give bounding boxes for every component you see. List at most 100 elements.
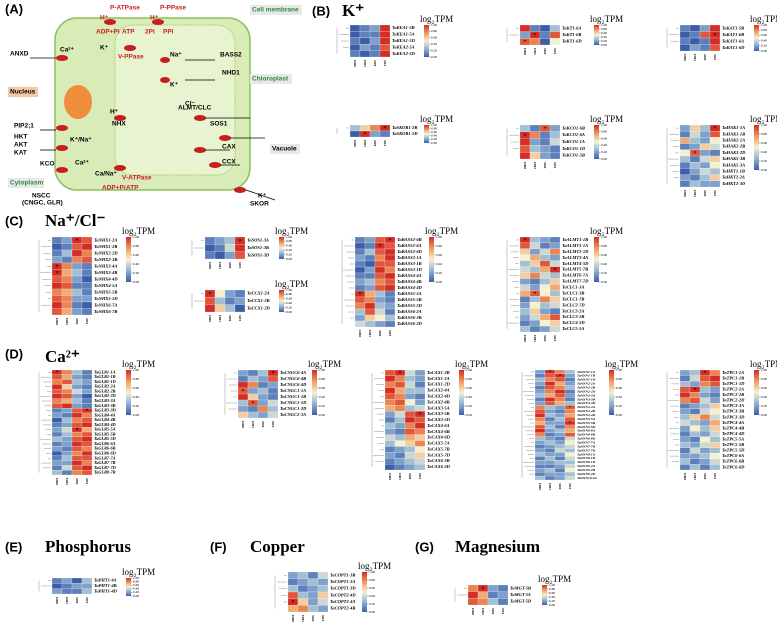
legend-tick-label: 0.00	[286, 310, 292, 314]
heatmap-cell	[554, 475, 566, 481]
heatmap-cell	[81, 288, 93, 296]
legend-title: log₂TPM	[358, 561, 391, 571]
legend-tick-label: 0.40	[466, 395, 472, 399]
column-label: 0DH	[523, 48, 527, 55]
heatmap-cell	[384, 308, 396, 316]
row-label: TaPHT1-4D	[94, 588, 118, 593]
column-label: 1DS	[553, 162, 557, 168]
column-label: 0DS	[703, 190, 707, 196]
heatmap-cell	[709, 436, 721, 443]
heatmap-cell	[51, 588, 63, 595]
heatmap-cell	[384, 422, 396, 429]
heatmap-cell	[317, 591, 329, 599]
significance-mark: *	[86, 408, 89, 414]
heatmap-cell	[51, 403, 63, 409]
heatmap-cell	[414, 405, 426, 412]
row-label: TaNHX6-7A	[94, 302, 117, 307]
heatmap-cell	[519, 272, 531, 279]
diagram-label: BASS2	[220, 52, 242, 59]
heatmap-cell	[359, 24, 371, 32]
column-label: 0DS	[491, 608, 495, 614]
row-label: TaBASS2-6D	[397, 249, 423, 254]
column-label: 0DH	[538, 483, 542, 490]
legend-tick-label: 0.40	[369, 594, 375, 598]
diagram-label: Chloroplast	[252, 76, 289, 83]
heatmap-cell	[374, 266, 386, 274]
heatmap-cell	[349, 50, 361, 58]
heatmap-cell	[81, 465, 93, 471]
heatmap-cell	[81, 282, 93, 290]
heatmap-cell	[374, 254, 386, 262]
legend-tick-label: 0.40	[616, 395, 622, 399]
row-label: TaALMT1-1B	[562, 237, 588, 242]
column-label: 1DH	[251, 421, 255, 428]
heatmap-cell	[549, 236, 561, 244]
heatmap-cell	[699, 447, 711, 454]
heatmap-cell	[51, 408, 63, 414]
heatmap-cell	[71, 583, 83, 589]
row-label: TaSOS1-3B	[247, 245, 269, 250]
heatmap-cell	[549, 254, 561, 261]
legend-tick-label: 0.80	[466, 377, 472, 381]
row-label: TaCOPT1-3A	[330, 579, 355, 584]
heatmap-cell	[71, 249, 83, 257]
heatmap-cell	[287, 585, 299, 593]
row-label: TaTPC6-6D	[722, 464, 745, 469]
row-label: TaBASS3-1A	[397, 255, 422, 260]
row-label: TaHAK1-1A	[722, 125, 745, 130]
column-label: 1DS	[85, 597, 89, 603]
heatmap-cell	[267, 387, 279, 395]
heatmap-cell	[257, 405, 269, 413]
heatmap-cell	[404, 434, 416, 441]
column-label: 0DH	[353, 140, 357, 147]
heatmap-cell	[564, 456, 576, 461]
heatmap-cell	[81, 470, 93, 476]
heatmap-cell	[699, 397, 711, 404]
significance-mark: *	[209, 292, 212, 298]
row-label: TaBASS5-5A	[397, 291, 422, 296]
row-label: TaCLC1-7B	[562, 296, 584, 301]
heatmap-cell	[709, 180, 721, 188]
legend-tick-label: 0.60	[286, 297, 292, 301]
heatmap-cell	[549, 284, 561, 291]
significance-mark: *	[379, 244, 382, 250]
heatmap-cell	[519, 325, 531, 333]
heatmap-cell	[534, 448, 546, 453]
heatmap-cell	[71, 451, 83, 457]
heatmap-cell	[247, 369, 259, 377]
heatmap-cell	[374, 272, 386, 280]
heatmap-cell	[709, 37, 721, 45]
row-label: TaCLC5-5A	[562, 326, 584, 331]
heatmap-cell	[709, 168, 721, 175]
row-label: TaGLR6-6B	[94, 446, 116, 451]
row-label: TaANN8-1B	[577, 456, 596, 460]
heatmap-cell	[679, 425, 691, 432]
heatmap-cell	[214, 236, 226, 245]
row-label: TaTPC1-1D	[722, 381, 745, 386]
heatmap-cell	[51, 308, 63, 316]
diagram-label: Cell membrane	[252, 7, 299, 14]
heatmap: * TaSOS1-3A TaSOS1-3B TaSOS1-3D 0DH 1DH 0DS 1DS…	[191, 226, 308, 269]
legend-tick-label: 1.00	[601, 235, 607, 239]
column-label: 0DS	[543, 335, 547, 341]
row-label: TaKAT1-5B	[722, 25, 744, 30]
heatmap-cell	[679, 436, 691, 443]
diagram-label: H⁺	[110, 109, 119, 116]
heatmap-cell	[529, 314, 541, 321]
heatmap-cell	[554, 385, 566, 390]
row-label: TaTPC4-4A	[722, 420, 744, 425]
legend-tick-label: 0.40	[133, 395, 139, 399]
heatmap-cell	[81, 431, 93, 437]
heatmap-cell	[359, 124, 371, 132]
heatmap-cell	[404, 422, 416, 429]
diagram-label: ADP+Pi	[96, 29, 120, 36]
row-label: TaANN5-5D	[577, 425, 596, 429]
heatmap-cell	[689, 375, 701, 382]
heatmap-cell	[349, 31, 361, 38]
heatmap-cell	[307, 585, 319, 593]
legend-tick-label: 1.00	[549, 583, 555, 587]
row-label: TaGLR2-2A	[94, 384, 116, 389]
heatmap-cell	[554, 369, 566, 375]
legend-tick-label: 0.60	[761, 386, 767, 390]
